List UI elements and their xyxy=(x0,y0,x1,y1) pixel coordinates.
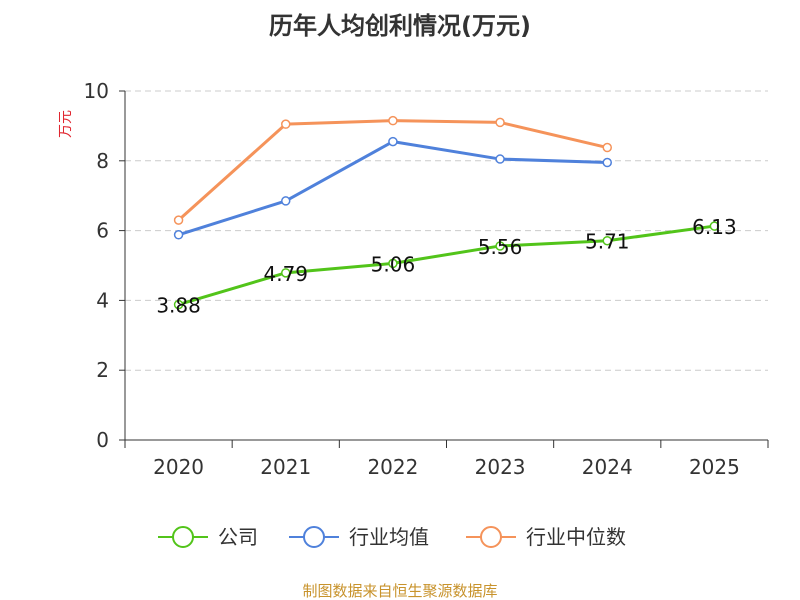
x-tick-label: 2025 xyxy=(689,455,740,479)
y-tick-label: 2 xyxy=(96,358,109,382)
series xyxy=(173,115,720,310)
x-tick-label: 2023 xyxy=(475,455,526,479)
legend-label: 行业中位数 xyxy=(526,525,626,549)
axes: 0 2 4 6 8 10 2020 2021 2022 2023 2024 2025 xyxy=(84,79,769,479)
grid xyxy=(125,90,768,371)
data-point xyxy=(495,241,505,251)
chart-title: 历年人均创利情况(万元) xyxy=(269,12,531,40)
data-point xyxy=(388,258,398,269)
y-tick-label: 6 xyxy=(96,219,109,243)
data-labels: 3.88 4.79 5.06 5.56 5.71 6.13 xyxy=(156,215,736,318)
data-point xyxy=(495,154,505,164)
y-tick-label: 8 xyxy=(96,149,109,173)
x-tick-label: 2022 xyxy=(367,455,418,479)
data-point xyxy=(602,157,612,168)
data-point xyxy=(388,115,398,126)
y-tick-label: 4 xyxy=(96,288,109,312)
data-point xyxy=(709,221,720,231)
data-label: 4.79 xyxy=(263,262,308,286)
legend-marker xyxy=(172,526,194,548)
series-line-0 xyxy=(178,224,715,307)
data-label: 5.06 xyxy=(371,252,416,276)
data-point xyxy=(281,268,291,278)
series-line-1 xyxy=(178,140,608,237)
y-axis-label: 万元 xyxy=(58,110,74,138)
y-tick-label: 10 xyxy=(84,79,109,103)
data-label: 5.56 xyxy=(478,235,523,259)
data-point xyxy=(388,136,398,147)
legend-marker xyxy=(303,526,325,548)
data-label: 6.13 xyxy=(692,215,737,239)
source-note: 制图数据来自恒生聚源数据库 xyxy=(302,582,497,600)
data-point xyxy=(173,230,184,240)
data-label: 5.71 xyxy=(585,230,630,254)
series-line-2 xyxy=(177,119,608,222)
data-point xyxy=(281,119,291,129)
data-point xyxy=(602,142,612,153)
data-point xyxy=(495,117,505,128)
legend-label: 公司 xyxy=(218,525,258,549)
data-point xyxy=(173,299,184,310)
data-point xyxy=(281,196,291,206)
y-tick-label: 0 xyxy=(96,428,109,452)
legend: 公司 行业均值 行业中位数 xyxy=(158,525,626,549)
x-tick-label: 2024 xyxy=(582,455,633,479)
x-tick-label: 2020 xyxy=(153,455,204,479)
x-tick-label: 2021 xyxy=(260,455,311,479)
data-point xyxy=(173,215,184,225)
data-label: 3.88 xyxy=(156,294,201,318)
legend-label: 行业均值 xyxy=(349,525,429,549)
legend-marker xyxy=(480,526,502,548)
data-point xyxy=(602,235,612,246)
